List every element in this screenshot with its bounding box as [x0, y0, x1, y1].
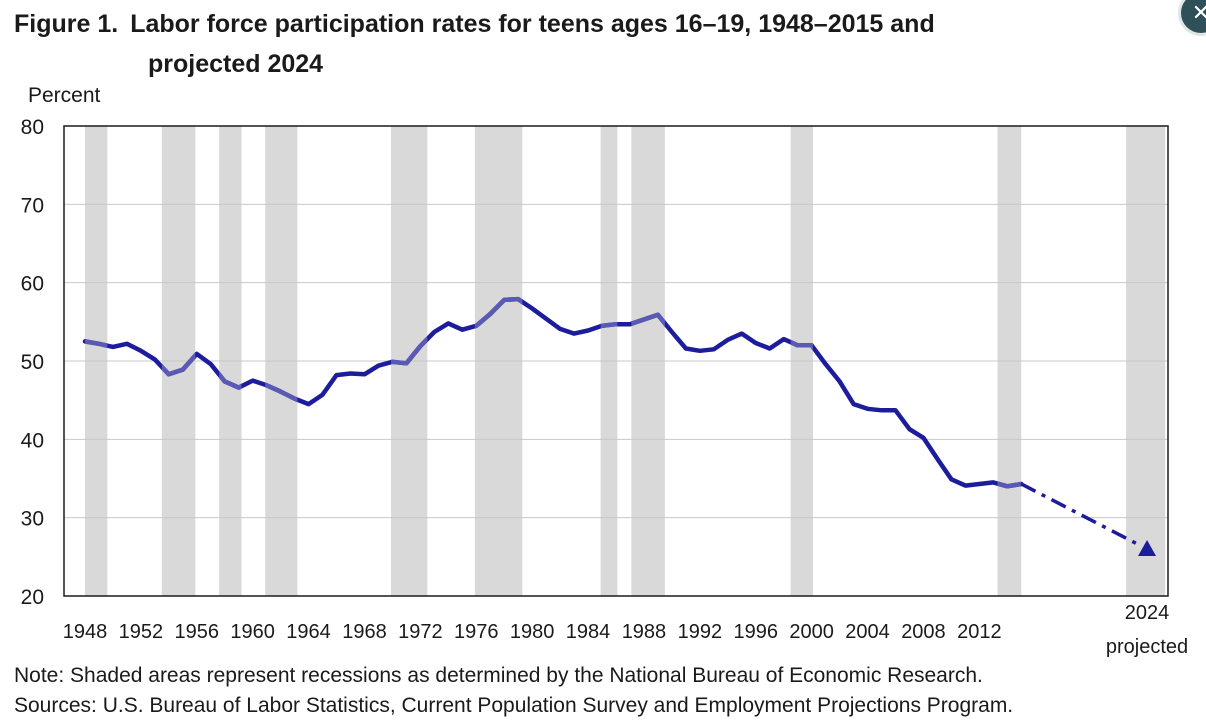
- historical-series-recession-segment: [997, 481, 1022, 489]
- x-tick-label: 1976: [454, 621, 499, 643]
- x-tick-label: 2008: [901, 621, 946, 643]
- historical-series-recession-segment: [391, 335, 428, 366]
- x-tick-label: 1960: [230, 621, 275, 643]
- projected-series-line: [1020, 482, 1138, 546]
- projected-point-marker: [1138, 540, 1157, 556]
- sources-note: Sources: U.S. Bureau of Labor Statistics…: [14, 694, 1014, 717]
- close-icon: ✕: [1191, 0, 1206, 25]
- historical-series-recession-segment: [631, 312, 665, 327]
- x-ticks: 1948 1952 1956 1960 1964 1968 1972 1976 1980 1984…: [63, 602, 1188, 658]
- x-tick-label: 1980: [510, 621, 555, 643]
- title-line-1: Labor force participation rates for teen…: [130, 10, 935, 38]
- y-axis-label: Percent: [28, 84, 101, 107]
- x-tick-label: 2004: [845, 621, 890, 643]
- y-tick-label: 60: [21, 273, 44, 296]
- y-ticks: 20 30 40 50 60 70 80: [21, 116, 44, 609]
- x-tick-label: 1984: [566, 621, 611, 643]
- gridlines: [64, 203, 1168, 519]
- y-tick-label: 40: [21, 429, 44, 452]
- historical-series-recession-segment: [790, 339, 814, 352]
- historical-series-recession-segment: [84, 339, 108, 348]
- x-tick-label: 1956: [175, 621, 220, 643]
- x-tick-label: 2000: [789, 621, 834, 643]
- y-tick-label: 80: [21, 116, 44, 139]
- y-tick-label: 70: [21, 194, 44, 217]
- title-line-2: projected 2024: [148, 50, 324, 78]
- historical-series-recession-segment: [600, 321, 618, 329]
- x-tick-label: 1992: [678, 621, 723, 643]
- x-tick-label-projected-year: 2024: [1125, 602, 1170, 624]
- recession-note: Note: Shaded areas represent recessions …: [14, 664, 983, 687]
- x-tick-label: 1948: [63, 621, 108, 643]
- x-tick-label: 1988: [622, 621, 667, 643]
- x-tick-label: 1952: [119, 621, 164, 643]
- chart-title: Figure 1. Labor force participation rates…: [14, 4, 935, 84]
- x-tick-label: 2012: [957, 621, 1002, 643]
- historical-series-recession-segment: [161, 352, 196, 377]
- figure-label: Figure 1.: [14, 10, 119, 38]
- historical-series-recession-segment: [219, 370, 242, 390]
- historical-series-recession-segment: [265, 382, 298, 403]
- y-tick-label: 30: [21, 508, 44, 531]
- plot-frame: [63, 125, 1169, 597]
- x-tick-label: 1996: [733, 621, 778, 643]
- y-tick-label: 20: [21, 586, 44, 609]
- historical-series-recession-segment: [474, 296, 523, 329]
- y-tick-label: 50: [21, 351, 44, 374]
- x-tick-label: 1972: [398, 621, 443, 643]
- x-tick-label: 1964: [286, 621, 331, 643]
- x-tick-label: 1968: [342, 621, 387, 643]
- x-tick-label-projected: projected: [1106, 636, 1188, 658]
- series: [82, 296, 1157, 556]
